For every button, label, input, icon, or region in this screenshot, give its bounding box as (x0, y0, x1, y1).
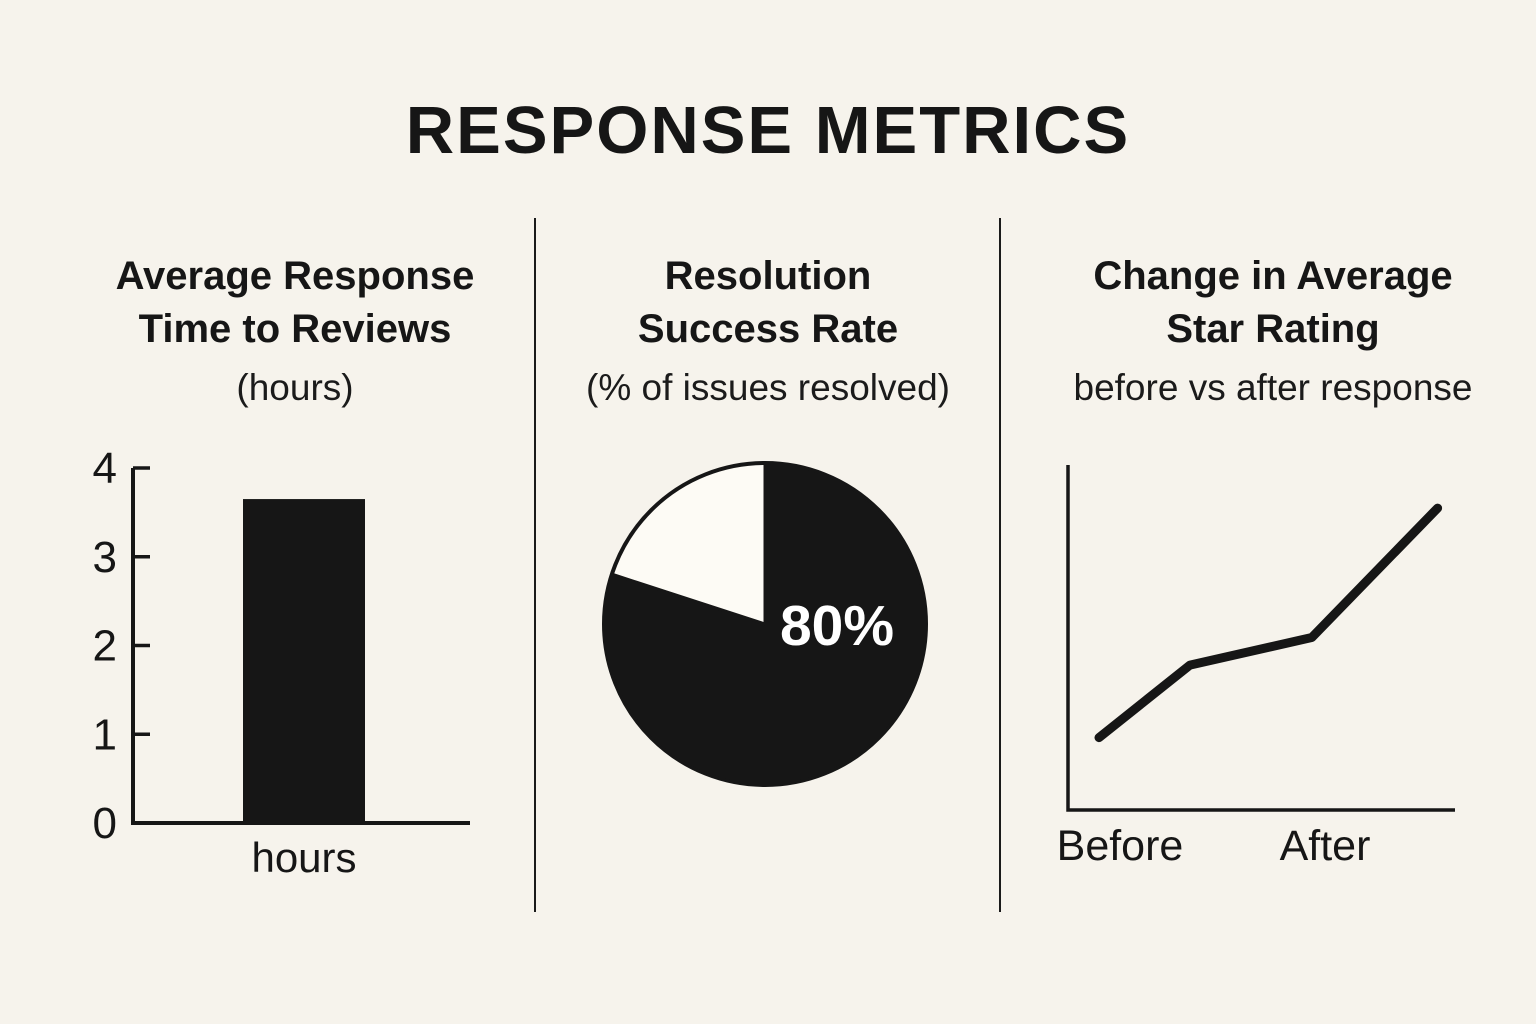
y-tick-label: 0 (93, 799, 117, 848)
page-title: RESPONSE METRICS (405, 93, 1131, 168)
y-tick-label: 3 (93, 533, 117, 582)
panel-subtitle: (hours) (236, 367, 354, 408)
panel-heading-line: Resolution (664, 254, 872, 298)
x-category-label: hours (251, 834, 356, 881)
panel-divider-left (534, 218, 536, 912)
panel-heading-line: Star Rating (1166, 307, 1380, 351)
panel-divider-right (999, 218, 1001, 912)
y-tick-label: 1 (93, 710, 117, 759)
panel-subtitle: (% of issues resolved) (586, 367, 950, 408)
x-category-before: Before (1057, 822, 1184, 870)
bar-chart-response-time: 0 1 2 3 4 hours (93, 444, 470, 881)
panel-heading-resolution-rate: Resolution Success Rate (% of issues res… (538, 250, 998, 412)
panel-heading-star-rating: Change in Average Star Rating before vs … (1043, 250, 1503, 412)
pie-chart-resolution-rate: 80% (602, 461, 928, 787)
trend-line (1094, 503, 1443, 743)
panel-heading-line: Average Response (115, 254, 475, 298)
panel-heading-line: Change in Average (1093, 254, 1453, 298)
axes-lines (1066, 465, 1455, 812)
pie-slice-resolved (602, 461, 928, 787)
y-tick-label: 2 (93, 622, 117, 671)
panel-subtitle: before vs after response (1073, 367, 1473, 408)
bar-hours (243, 499, 365, 823)
panel-heading-line: Success Rate (637, 307, 899, 351)
line-chart-star-rating: Before After (1057, 465, 1455, 870)
pie-data-label: 80% (780, 594, 894, 658)
panel-heading-line: Time to Reviews (138, 307, 452, 351)
y-tick-label: 4 (93, 444, 117, 493)
x-category-after: After (1280, 822, 1371, 870)
panel-heading-response-time: Average Response Time to Reviews (hours) (65, 250, 525, 412)
